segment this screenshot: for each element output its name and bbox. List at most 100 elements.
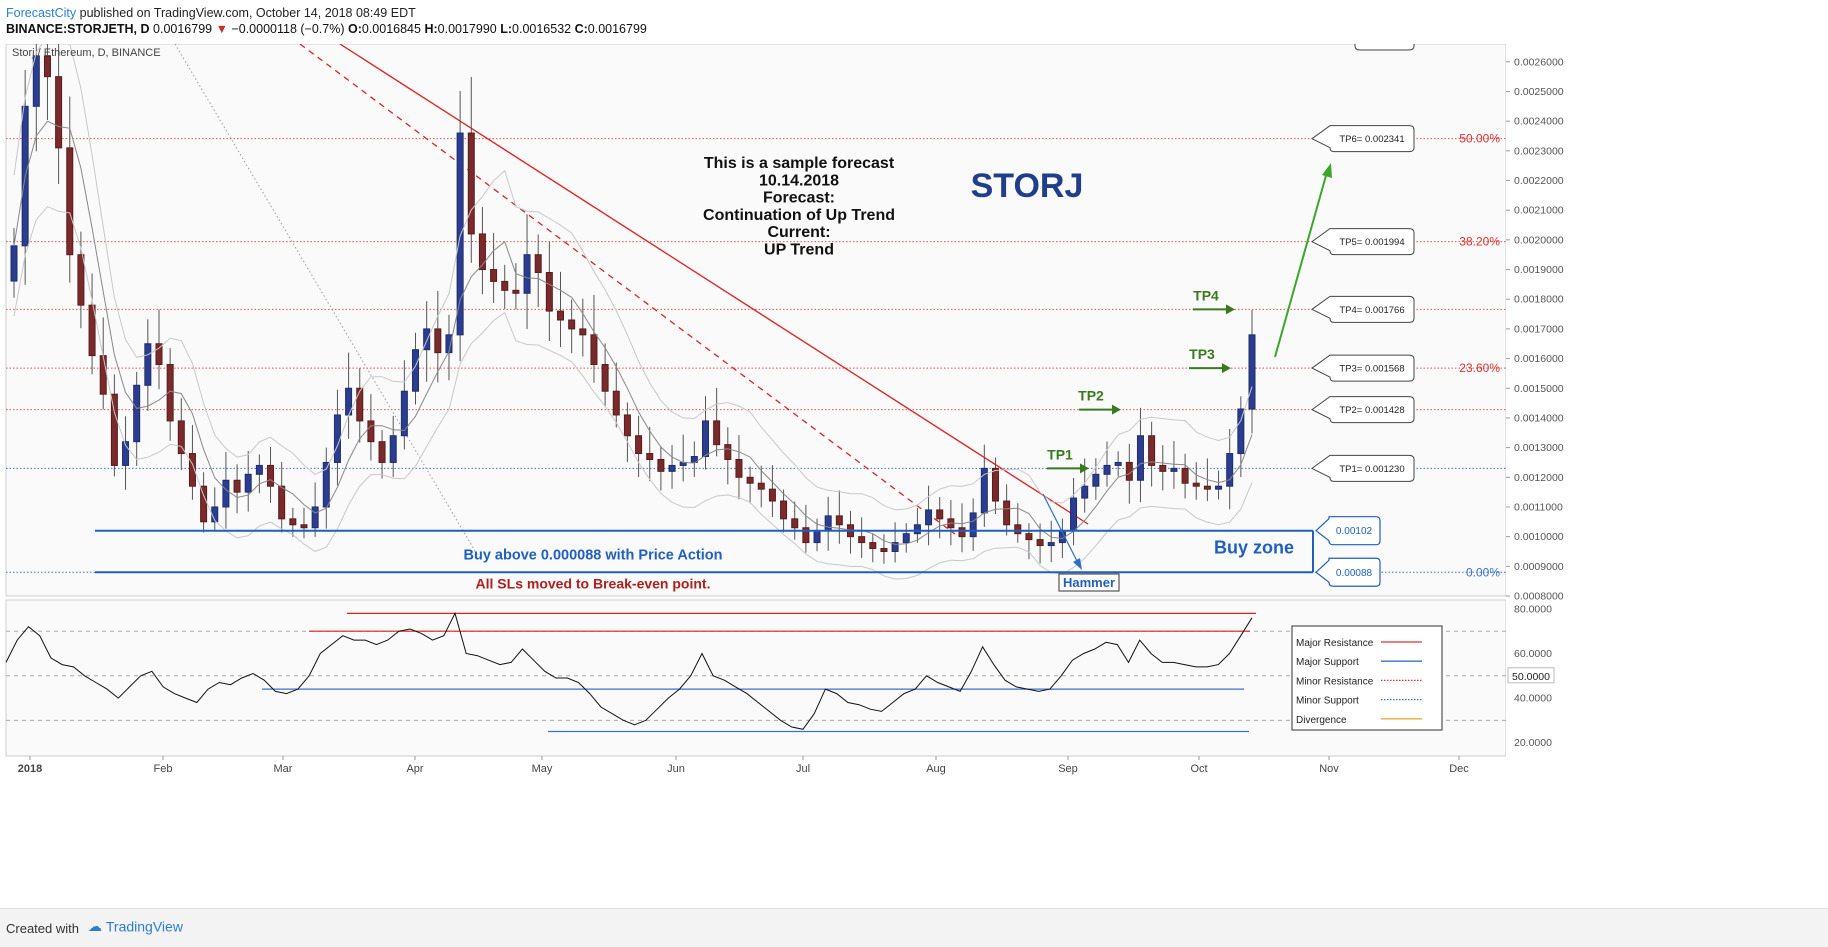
price-tick-label: 0.0024000 bbox=[1514, 116, 1564, 128]
candle-body bbox=[400, 390, 408, 437]
minor-resistance-trendline bbox=[299, 44, 956, 535]
candle-body bbox=[322, 461, 330, 508]
candle-body bbox=[1092, 473, 1100, 487]
candle-body bbox=[958, 527, 966, 538]
price-change: −0.0000118 (−0.7%) bbox=[231, 22, 345, 36]
candle-body bbox=[490, 269, 498, 282]
zone-callout bbox=[1315, 516, 1381, 546]
candle-body bbox=[757, 482, 765, 490]
candle-body bbox=[177, 420, 185, 455]
rsi-tick-label: 20.0000 bbox=[1514, 737, 1552, 749]
rsi-tick-label: 60.0000 bbox=[1514, 648, 1552, 660]
close-value: 0.0016799 bbox=[587, 22, 647, 36]
candle-body bbox=[311, 506, 319, 529]
candle-body bbox=[367, 420, 375, 443]
candle-body bbox=[835, 515, 843, 526]
time-tick-label: Sep bbox=[1058, 763, 1078, 775]
candle-body bbox=[412, 349, 420, 392]
hammer-label: Hammer bbox=[1063, 575, 1115, 590]
author-link[interactable]: ForecastCity bbox=[6, 6, 77, 20]
candle-body bbox=[579, 328, 587, 336]
rsi-line bbox=[5, 612, 1253, 730]
candle-body bbox=[701, 420, 709, 458]
candle-body bbox=[255, 464, 263, 475]
time-tick-label: 2018 bbox=[18, 763, 42, 775]
forecast-text-line: Continuation of Up Trend bbox=[703, 207, 895, 224]
rsi-tick-label: 80.0000 bbox=[1514, 603, 1552, 615]
candle-body bbox=[891, 542, 899, 552]
candle-body bbox=[635, 435, 643, 455]
candle-body bbox=[925, 509, 933, 526]
price-tick-label: 0.0019000 bbox=[1514, 264, 1564, 276]
target-callout bbox=[1311, 396, 1415, 424]
time-tick-label: Oct bbox=[1190, 763, 1207, 775]
forecast-arrow-head bbox=[1322, 163, 1332, 178]
hammer-arrow-line bbox=[1042, 493, 1079, 564]
candle-body bbox=[155, 343, 163, 366]
time-tick-label: Jun bbox=[667, 763, 685, 775]
candle-body bbox=[991, 467, 999, 502]
price-tick-label: 0.0012000 bbox=[1514, 472, 1564, 484]
candle-body bbox=[657, 458, 665, 472]
zone-callout bbox=[1315, 557, 1381, 587]
candle-body bbox=[478, 233, 486, 271]
candle-body bbox=[1047, 542, 1055, 547]
price-tick-label: 0.0013000 bbox=[1514, 442, 1564, 454]
tp-arrow-label: TP2 bbox=[1078, 388, 1104, 404]
legend-label: Major Resistance bbox=[1296, 638, 1374, 649]
tp-arrow-head bbox=[1222, 363, 1231, 374]
tradingview-brand[interactable]: ☁ TradingView bbox=[88, 917, 183, 935]
candle-body bbox=[32, 55, 40, 107]
candle-body bbox=[902, 533, 910, 544]
target-callout-label: TP1= 0.001230 bbox=[1339, 464, 1404, 475]
publish-line: ForecastCity published on TradingView.co… bbox=[6, 6, 416, 20]
price-tick-label: 0.0026000 bbox=[1514, 56, 1564, 68]
fib-label: 23.60% bbox=[1459, 361, 1500, 375]
price-tick-label: 0.0015000 bbox=[1514, 383, 1564, 395]
target-callout-label: TP4= 0.001766 bbox=[1339, 305, 1404, 316]
candle-body bbox=[99, 355, 107, 395]
candle-body bbox=[936, 509, 944, 520]
price-tick-label: 0.0018000 bbox=[1514, 294, 1564, 306]
candle-body bbox=[512, 289, 520, 294]
candle-body bbox=[10, 245, 18, 282]
rsi-tick-label: 40.0000 bbox=[1514, 693, 1552, 705]
candle-body bbox=[43, 55, 51, 78]
target-callout bbox=[1311, 125, 1415, 153]
candle-body bbox=[1248, 334, 1256, 410]
candle-body bbox=[1036, 539, 1044, 547]
candle-body bbox=[1081, 485, 1089, 499]
candle-body bbox=[110, 393, 118, 466]
right-margin bbox=[1506, 44, 1828, 784]
zone-callout-label: 0.00088 bbox=[1336, 568, 1373, 579]
forecast-text-line: UP Trend bbox=[764, 242, 834, 259]
fib-label: 38.20% bbox=[1459, 235, 1500, 249]
price-tick-label: 0.0008000 bbox=[1514, 591, 1564, 603]
price-tick-label: 0.0016000 bbox=[1514, 353, 1564, 365]
ohlc-line: BINANCE:STORJETH, D 0.0016799 ▼ −0.00001… bbox=[6, 22, 647, 36]
target-callout bbox=[1311, 354, 1415, 382]
price-tick-label: 0.0009000 bbox=[1514, 561, 1564, 573]
target-callout-label: TP3= 0.001568 bbox=[1339, 364, 1404, 375]
hammer-box bbox=[1058, 573, 1120, 592]
moving-average-line bbox=[13, 120, 1253, 545]
forecast-text-line: Forecast: bbox=[763, 190, 835, 207]
candle-body bbox=[713, 420, 721, 446]
candle-body bbox=[590, 334, 598, 366]
price-tick-label: 0.0014000 bbox=[1514, 412, 1564, 424]
candle-body bbox=[133, 384, 141, 443]
symbol-label: BINANCE:STORJETH, D bbox=[6, 22, 150, 36]
price-chart[interactable]: 0.0026000 0.0025000 0.0024000 0.0023000 0.00… bbox=[0, 44, 1828, 908]
target-callout-label: TP2= 0.001428 bbox=[1339, 405, 1404, 416]
candle-body bbox=[1070, 497, 1078, 532]
last-price: 0.0016799 bbox=[153, 22, 213, 36]
target-callout-label: TP5= 0.001994 bbox=[1339, 237, 1404, 248]
candle-body bbox=[122, 441, 130, 466]
candle-body bbox=[1159, 464, 1167, 472]
candle-body bbox=[1181, 467, 1189, 484]
hammer-arrow-head bbox=[1073, 558, 1082, 570]
candle-body bbox=[1215, 485, 1223, 490]
major-resistance-trendline bbox=[339, 44, 1089, 525]
candle-body bbox=[746, 476, 754, 484]
candle-body bbox=[188, 453, 196, 487]
